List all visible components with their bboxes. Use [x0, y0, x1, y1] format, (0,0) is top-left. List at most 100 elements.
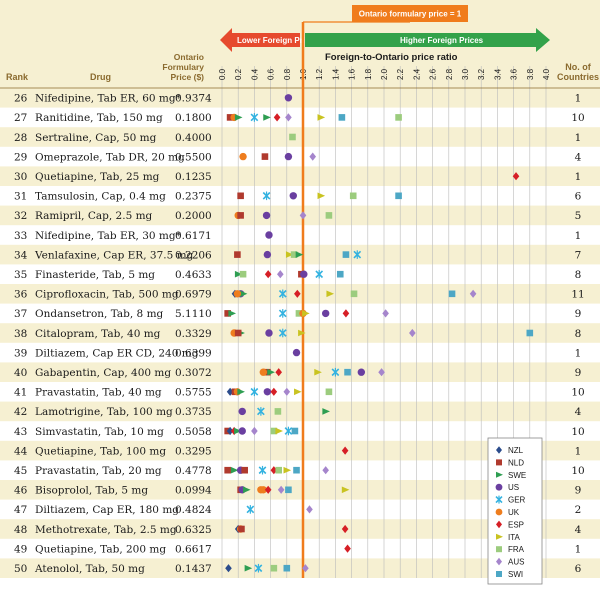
point-swe [295, 251, 304, 258]
point-swi [285, 486, 292, 494]
row-country-count: 6 [575, 191, 582, 203]
row-rank: 44 [14, 445, 28, 457]
row-drug: Ranitidine, Tab, 150 mg [35, 112, 163, 124]
point-ita [326, 290, 335, 298]
x-tick-label: 3.8 [526, 68, 535, 80]
row-rank: 50 [14, 563, 27, 575]
row-rank: 28 [14, 132, 27, 144]
row-country-count: 9 [575, 367, 582, 379]
row-price: 0.4824 [175, 504, 212, 516]
point-ita [294, 388, 302, 396]
row-drug: Omeprazole, Tab DR, 20 mg [35, 151, 185, 163]
row-country-count: 11 [571, 289, 584, 301]
point-ita [298, 329, 306, 337]
row-rank: 39 [14, 347, 27, 359]
row-price: 0.2206 [175, 249, 212, 261]
row-country-count: 10 [571, 426, 584, 438]
lower-arrow-shape [220, 28, 300, 52]
row-drug: Gabapentin, Cap, 400 mg [35, 367, 171, 379]
point-aus [306, 505, 313, 514]
point-aus [378, 368, 385, 377]
point-us [262, 211, 271, 220]
legend-label-us: US [508, 483, 519, 492]
row-drug: Lamotrigine, Tab, 100 mg [35, 406, 173, 418]
row-drug: Bisoprolol, Tab, 5 mg [35, 485, 148, 497]
x-tick-label: 2.4 [412, 68, 421, 80]
row-price: 0.1235 [175, 171, 212, 183]
rank-header: Rank [6, 72, 29, 82]
row-rank: 49 [14, 543, 27, 555]
legend-marker-aus [496, 557, 502, 566]
row-country-count: 2 [575, 504, 582, 516]
row-country-count: 8 [575, 269, 582, 281]
row-drug: Ramipril, Cap, 2.5 mg [35, 210, 153, 222]
x-tick-label: 2.0 [380, 68, 389, 80]
row-price: 0.3329 [175, 328, 212, 340]
row-rank: 41 [14, 387, 27, 399]
legend-marker-nld [496, 459, 502, 466]
point-uk [259, 486, 268, 494]
legend-marker-swe [496, 471, 503, 478]
row-band [0, 362, 600, 382]
legend-label-swe: SWE [508, 471, 526, 480]
x-tick-label: 1.8 [364, 68, 373, 80]
point-fra [274, 408, 282, 415]
point-esp [512, 172, 520, 181]
point-aus [283, 387, 291, 396]
point-swe [228, 310, 237, 317]
x-tick-label: 2.6 [429, 68, 438, 80]
legend-label-ita: ITA [508, 533, 521, 542]
row-country-count: 7 [575, 249, 582, 261]
legend: NZL NLD SWE US GER UK ESP ITA FRA AUS SWI [487, 437, 543, 585]
point-ger [315, 269, 324, 279]
point-esp [341, 524, 349, 534]
point-ger [246, 505, 255, 514]
row-drug: Methotrexate, Tab, 2.5 mg [35, 524, 177, 536]
point-esp [264, 485, 272, 494]
row-price: 0.1800 [175, 112, 212, 124]
point-swi [526, 329, 534, 337]
row-rank: 46 [14, 485, 28, 497]
point-fra [239, 270, 247, 278]
point-fra [295, 310, 303, 317]
point-nld [224, 466, 231, 474]
row-price: 0.4000 [175, 132, 212, 144]
point-fra [325, 212, 333, 219]
point-swi [293, 466, 300, 474]
row-price: 0.9374 [175, 93, 212, 105]
point-aus [285, 113, 292, 122]
x-tick-label: 1.6 [348, 68, 357, 80]
row-price: 0.5058 [175, 426, 212, 438]
point-us [263, 388, 272, 396]
row-country-count: 4 [575, 406, 582, 418]
point-swi [283, 564, 291, 572]
price-header-line1: Ontario [174, 52, 204, 62]
point-nld [234, 251, 241, 258]
x-tick-label: 3.4 [493, 68, 502, 80]
point-esp [275, 368, 282, 377]
row-rank: 30 [14, 171, 27, 183]
x-tick-label: 2.2 [396, 68, 405, 80]
point-us [300, 270, 308, 278]
point-nld [226, 114, 234, 121]
row-price: 0.4633 [175, 269, 212, 281]
row-rank: 48 [14, 524, 27, 536]
price-header-line2: Formulary [162, 62, 204, 72]
point-swe [234, 427, 242, 435]
row-band [0, 401, 600, 422]
point-ger [353, 250, 362, 259]
point-swe [234, 270, 243, 278]
point-ger [278, 309, 287, 318]
legend-marker-us [495, 483, 503, 491]
point-ita [285, 251, 294, 258]
higher-arrow-label: Higher Foreign Prices [400, 36, 484, 45]
row-price: 0.2375 [175, 191, 212, 203]
row-country-count: 1 [575, 132, 582, 144]
point-ita [317, 114, 326, 121]
row-rank: 42 [14, 406, 27, 418]
row-price: 0.3072 [175, 367, 212, 379]
x-tick-label: 4.0 [542, 68, 551, 80]
row-country-count: 4 [575, 151, 582, 163]
legend-label-swi: SWI [508, 570, 523, 579]
countries-header-line1: No. of [565, 62, 591, 72]
